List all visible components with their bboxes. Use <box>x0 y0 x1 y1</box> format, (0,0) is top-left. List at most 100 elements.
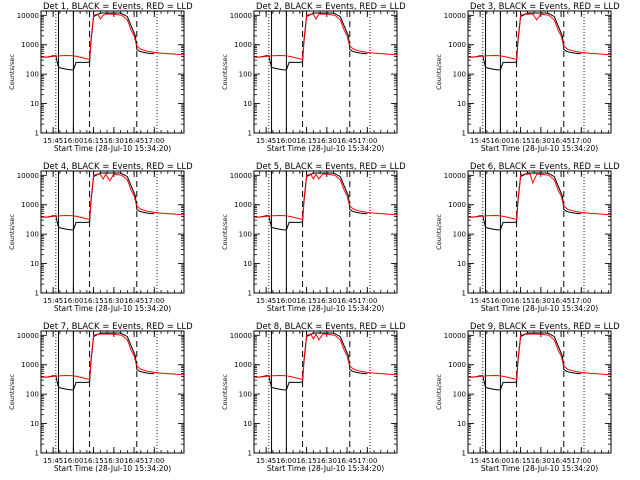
x-tick-label: 17:00 <box>144 137 164 145</box>
x-tick-label: 16:00 <box>63 457 83 465</box>
x-tick-label: 16:15 <box>297 457 317 465</box>
panel-title: Det 3, BLACK = Events, RED = LLD <box>470 2 620 12</box>
y-tick-label: 1000 <box>448 201 466 209</box>
y-tick-label: 1000 <box>234 361 252 369</box>
x-tick-label: 16:30 <box>531 297 551 305</box>
series-lld-line <box>468 13 612 60</box>
x-tick-label: 15:45 <box>256 457 276 465</box>
panel-title: Det 5, BLACK = Events, RED = LLD <box>256 162 406 172</box>
y-tick-label: 1 <box>35 450 39 458</box>
y-tick-label: 10 <box>243 100 252 108</box>
panel-det-3: Det 3, BLACK = Events, RED = LLD 1 10 100 10… <box>435 2 620 153</box>
y-tick-label: 1000 <box>21 41 39 49</box>
x-tick-label: 16:00 <box>63 137 83 145</box>
y-axis-title: Counts/sec <box>8 54 16 90</box>
panel-title: Det 1, BLACK = Events, RED = LLD <box>43 2 193 12</box>
y-tick-label: 10000 <box>17 332 39 340</box>
y-tick-label: 10 <box>457 100 466 108</box>
x-tick-label: 16:15 <box>297 297 317 305</box>
x-tick-label: 16:30 <box>104 297 124 305</box>
plot-frame <box>467 170 612 294</box>
y-tick-label: 1 <box>248 450 252 458</box>
y-tick-label: 10000 <box>444 12 466 20</box>
y-tick-label: 100 <box>239 231 252 239</box>
x-tick-label: 17:00 <box>144 457 164 465</box>
y-axis-title: Counts/sec <box>221 214 229 250</box>
y-tick-label: 1 <box>248 130 252 138</box>
plot-frame <box>40 330 185 454</box>
x-tick-label: 15:45 <box>470 297 490 305</box>
series-lld-line <box>468 173 612 220</box>
x-tick-label: 16:45 <box>551 457 571 465</box>
x-axis-title: Start Time (28-Jul-10 15:34:20) <box>481 304 598 313</box>
y-tick-label: 1 <box>35 290 39 298</box>
plot-frame <box>253 330 398 454</box>
x-tick-label: 16:15 <box>84 457 104 465</box>
x-tick-label: 16:00 <box>276 297 296 305</box>
series-lld-line <box>254 173 398 220</box>
x-tick-label: 16:15 <box>84 297 104 305</box>
panel-title: Det 8, BLACK = Events, RED = LLD <box>256 322 406 332</box>
panel-det-5: Det 5, BLACK = Events, RED = LLD 1 10 100 10… <box>221 162 406 313</box>
x-axis-title: Start Time (28-Jul-10 15:34:20) <box>481 464 598 473</box>
y-axis-title: Counts/sec <box>435 54 443 90</box>
y-tick-label: 1000 <box>234 41 252 49</box>
y-axis-title: Counts/sec <box>221 54 229 90</box>
y-tick-label: 10000 <box>17 172 39 180</box>
panel-title: Det 9, BLACK = Events, RED = LLD <box>470 322 620 332</box>
y-tick-label: 1000 <box>21 201 39 209</box>
x-tick-label: 17:00 <box>571 137 591 145</box>
y-tick-label: 100 <box>453 231 466 239</box>
y-tick-label: 1 <box>462 290 466 298</box>
plot-frame <box>253 10 398 134</box>
x-tick-label: 16:45 <box>124 137 144 145</box>
panel-det-1: Det 1, BLACK = Events, RED = LLD 1 10 100 10… <box>8 2 193 153</box>
x-tick-label: 16:00 <box>490 297 510 305</box>
x-tick-label: 16:45 <box>551 297 571 305</box>
x-tick-label: 16:30 <box>317 137 337 145</box>
x-tick-label: 16:30 <box>104 457 124 465</box>
panel-title: Det 4, BLACK = Events, RED = LLD <box>43 162 193 172</box>
series-lld-line <box>468 333 612 380</box>
x-tick-label: 17:00 <box>357 297 377 305</box>
y-axis-title: Counts/sec <box>435 214 443 250</box>
x-tick-label: 15:45 <box>43 457 63 465</box>
y-tick-label: 10 <box>30 420 39 428</box>
y-tick-label: 10000 <box>444 332 466 340</box>
x-tick-label: 17:00 <box>571 297 591 305</box>
panel-det-2: Det 2, BLACK = Events, RED = LLD 1 10 100 10… <box>221 2 406 153</box>
plot-frame <box>253 170 398 294</box>
y-axis-title: Counts/sec <box>221 374 229 410</box>
series-lld-line <box>254 332 398 380</box>
x-tick-label: 15:45 <box>470 137 490 145</box>
x-tick-label: 16:45 <box>337 457 357 465</box>
y-tick-label: 1000 <box>448 361 466 369</box>
y-tick-label: 1 <box>248 290 252 298</box>
x-axis-title: Start Time (28-Jul-10 15:34:20) <box>267 304 384 313</box>
y-tick-label: 10 <box>457 260 466 268</box>
y-tick-label: 100 <box>453 71 466 79</box>
x-axis-title: Start Time (28-Jul-10 15:34:20) <box>267 464 384 473</box>
x-tick-label: 16:15 <box>84 137 104 145</box>
x-tick-label: 16:00 <box>276 137 296 145</box>
x-tick-label: 15:45 <box>256 137 276 145</box>
x-tick-label: 15:45 <box>43 297 63 305</box>
panel-title: Det 7, BLACK = Events, RED = LLD <box>43 322 193 332</box>
y-tick-label: 10 <box>30 260 39 268</box>
plot-frame <box>467 330 612 454</box>
y-tick-label: 10000 <box>444 172 466 180</box>
series-lld-line <box>254 13 398 60</box>
y-tick-label: 1000 <box>234 201 252 209</box>
plot-frame <box>40 170 185 294</box>
y-tick-label: 10 <box>243 260 252 268</box>
y-tick-label: 1000 <box>448 41 466 49</box>
panel-det-6: Det 6, BLACK = Events, RED = LLD 1 10 100 10… <box>435 162 620 313</box>
x-tick-label: 17:00 <box>357 137 377 145</box>
x-axis-title: Start Time (28-Jul-10 15:34:20) <box>267 144 384 153</box>
x-tick-label: 16:15 <box>511 137 531 145</box>
y-axis-title: Counts/sec <box>435 374 443 410</box>
y-tick-label: 1000 <box>21 361 39 369</box>
panel-det-9: Det 9, BLACK = Events, RED = LLD 1 10 100 10… <box>435 322 620 473</box>
x-tick-label: 15:45 <box>470 457 490 465</box>
x-tick-label: 16:15 <box>511 457 531 465</box>
